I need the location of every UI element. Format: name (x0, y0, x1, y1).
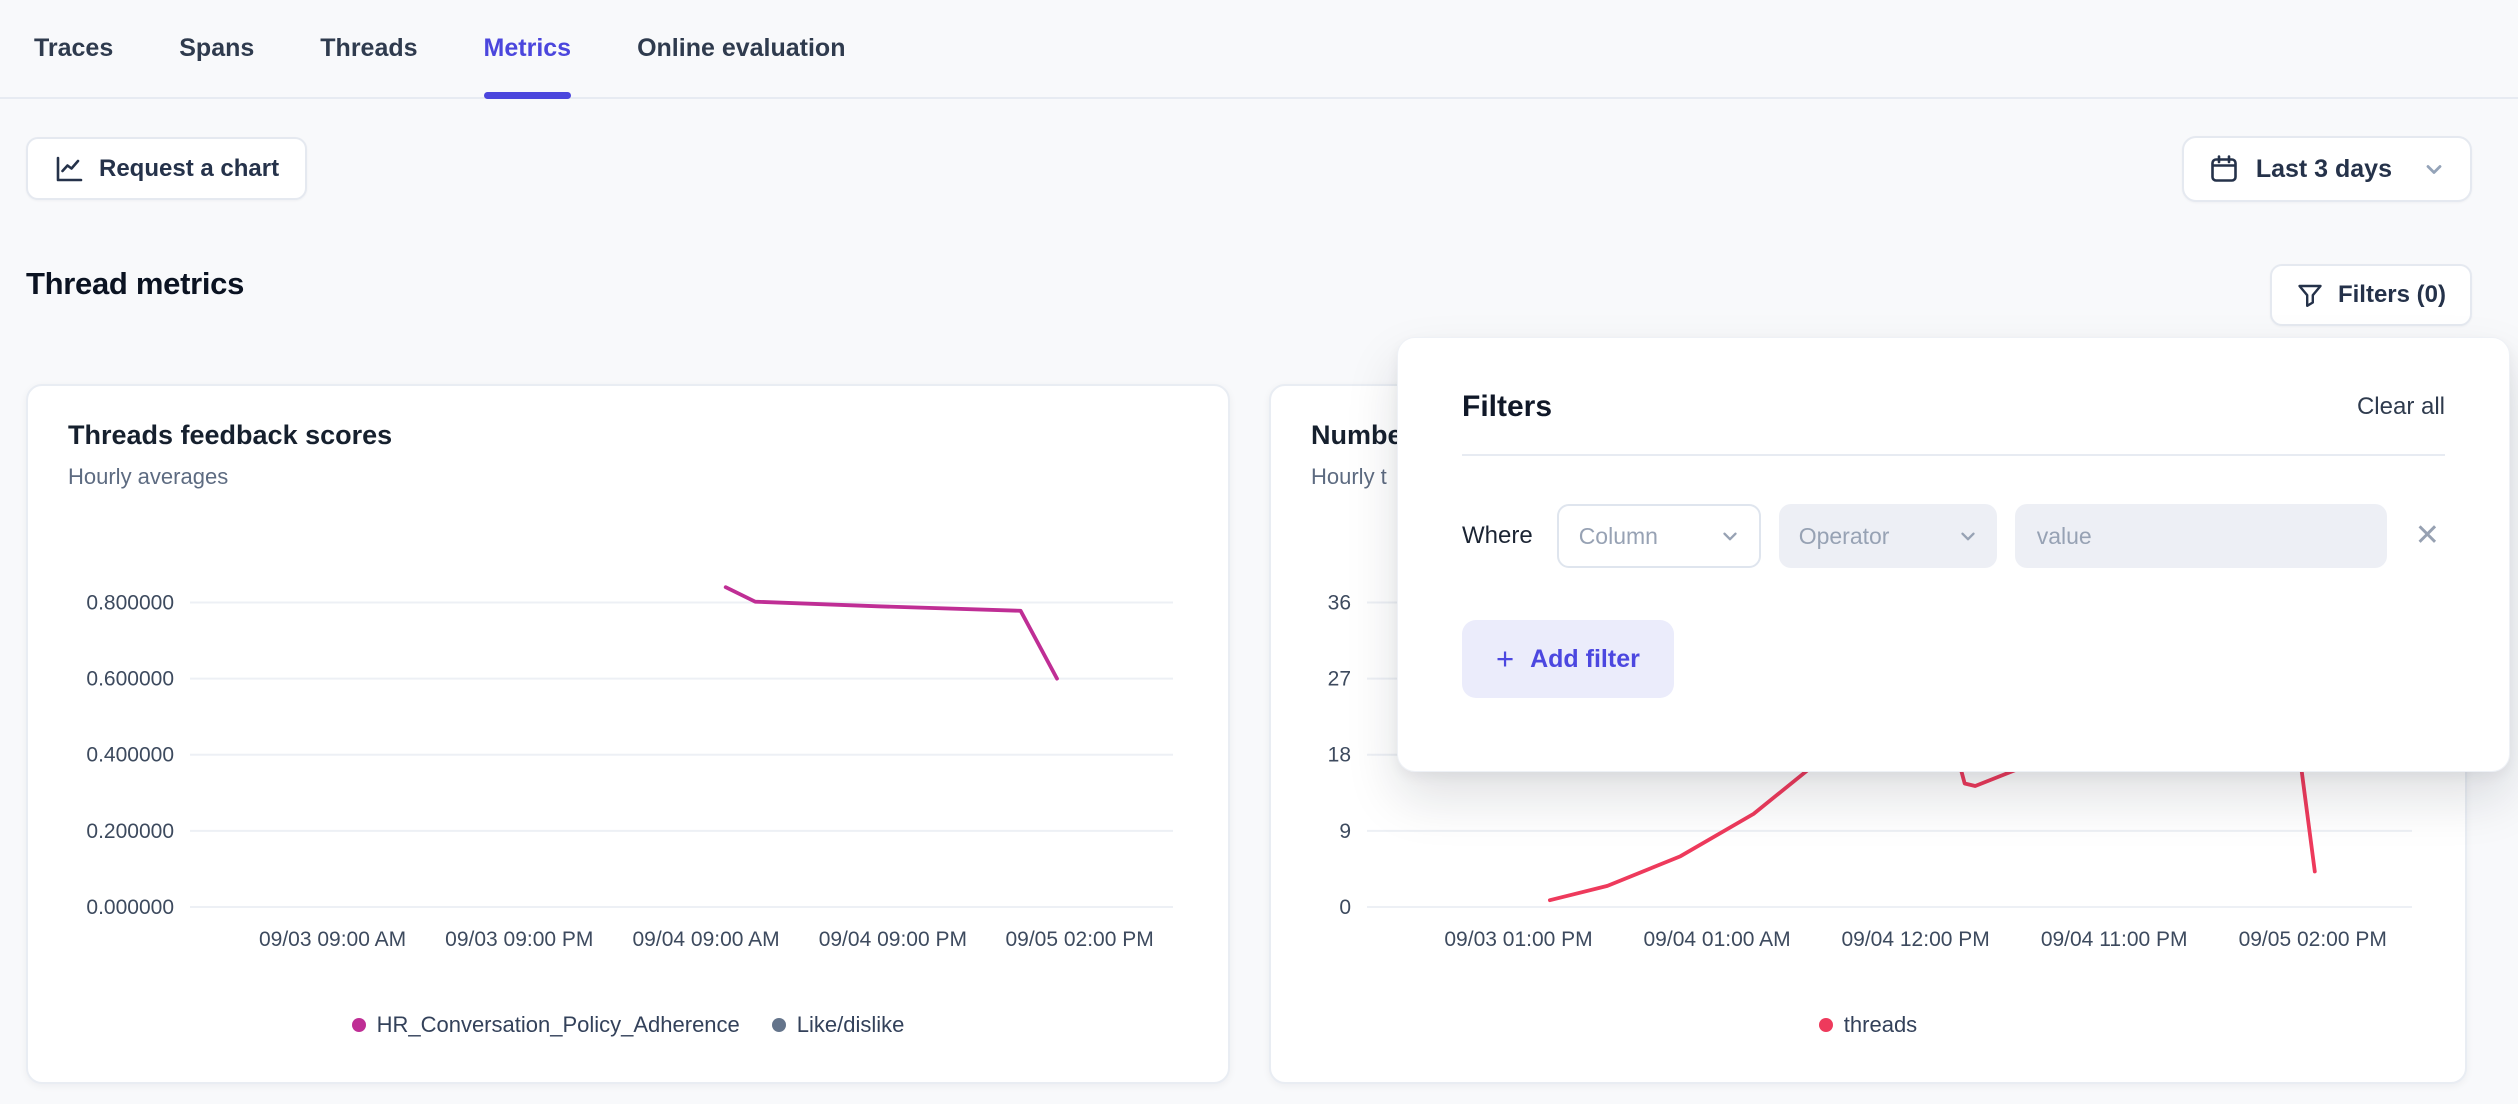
funnel-icon (2296, 281, 2324, 309)
column-select-placeholder: Column (1578, 522, 1658, 549)
y-tick-label: 36 (1328, 591, 1351, 614)
tab-spans[interactable]: Spans (179, 34, 254, 97)
series-label: HR_Conversation_Policy_Adherence (376, 1012, 740, 1037)
y-tick-label: 0.400000 (86, 744, 174, 767)
y-tick-label: 0.800000 (86, 591, 174, 614)
legend-item[interactable]: threads (1818, 1012, 1918, 1038)
divider (1462, 454, 2445, 456)
series-dot (351, 1018, 366, 1032)
y-tick-label: 9 (1339, 820, 1351, 843)
y-tick-label: 18 (1328, 744, 1351, 767)
tab-online-evaluation-label: Online evaluation (637, 34, 846, 62)
y-tick-label: 0.600000 (86, 668, 174, 691)
chart-legend: threads (1271, 1012, 2465, 1038)
filters-button[interactable]: Filters (0) (2269, 264, 2472, 326)
series-label: threads (1843, 1012, 1918, 1037)
x-tick-label: 09/03 01:00 PM (1444, 928, 1592, 951)
where-label: Where (1462, 522, 1533, 549)
filters-button-label: Filters (0) (2337, 281, 2446, 308)
request-chart-label: Request a chart (99, 154, 280, 182)
series-dot (771, 1018, 786, 1032)
tab-threads-label: Threads (320, 34, 418, 62)
chevron-down-icon (1719, 525, 1741, 547)
tab-spans-label: Spans (179, 34, 255, 62)
x-tick-label: 09/04 12:00 PM (1841, 928, 1989, 951)
filters-popover-header: Filters Clear all (1462, 390, 2445, 424)
top-tab-bar: Traces Spans Threads Metrics Online eval… (0, 0, 2518, 99)
chart-subtitle: Hourly t (1311, 464, 1387, 489)
date-range-button[interactable]: Last 3 days (2181, 136, 2472, 202)
tab-threads[interactable]: Threads (320, 34, 417, 97)
tab-metrics-label: Metrics (483, 34, 572, 62)
x-tick-label: 09/04 09:00 PM (819, 928, 967, 951)
x-tick-label: 09/05 02:00 PM (1005, 928, 1153, 951)
add-filter-label: Add filter (1530, 644, 1640, 673)
x-tick-label: 09/04 11:00 PM (2041, 928, 2188, 951)
y-tick-label: 0.200000 (86, 820, 174, 843)
column-select[interactable]: Column (1556, 504, 1761, 568)
filters-popover-title: Filters (1462, 390, 1553, 423)
tab-online-evaluation[interactable]: Online evaluation (637, 34, 845, 97)
x-tick-label: 09/03 09:00 AM (259, 928, 406, 951)
chart-title: Threads feedback scores (68, 420, 393, 450)
chart-legend: HR_Conversation_Policy_Adherence Like/di… (28, 1012, 1228, 1038)
date-range-label: Last 3 days (2255, 154, 2392, 183)
y-tick-label: 27 (1328, 668, 1351, 691)
series-label: Like/dislike (796, 1012, 905, 1037)
add-filter-button[interactable]: + Add filter (1462, 620, 1674, 698)
chevron-down-icon (1957, 525, 1979, 547)
operator-select[interactable]: Operator (1778, 504, 1997, 568)
chevron-down-icon (2422, 157, 2446, 181)
feedback-scores-card: Threads feedback scores Hourly averages … (26, 384, 1230, 1084)
tab-metrics[interactable]: Metrics (483, 34, 572, 99)
tab-traces-label: Traces (34, 34, 114, 62)
legend-item[interactable]: Like/dislike (771, 1012, 905, 1038)
request-chart-button[interactable]: Request a chart (26, 137, 308, 200)
legend-item[interactable]: HR_Conversation_Policy_Adherence (351, 1012, 740, 1038)
series-dot (1818, 1018, 1833, 1032)
x-tick-label: 09/04 09:00 AM (633, 928, 780, 951)
series-line-HR_Conversation_Policy_Adherence (723, 585, 1059, 681)
feedback-scores-chart: 0.000000 0.200000 0.400000 0.600000 0.800000… (68, 566, 1192, 966)
chart-subtitle: Hourly averages (68, 464, 229, 489)
x-tick-label: 09/04 01:00 AM (1644, 928, 1791, 951)
page-title: Thread metrics (26, 266, 245, 301)
clear-all-button[interactable]: Clear all (2356, 393, 2445, 420)
filter-row: Where Column Operator ✕ (1462, 504, 2445, 568)
x-tick-label: 09/03 09:00 PM (445, 928, 593, 951)
y-tick-label: 0.000000 (86, 896, 174, 919)
tab-traces[interactable]: Traces (34, 34, 113, 97)
calendar-icon (2208, 153, 2240, 185)
line-chart-icon (54, 154, 84, 184)
operator-select-placeholder: Operator (1798, 522, 1890, 549)
active-tab-underline (483, 92, 572, 99)
filters-popover: Filters Clear all Where Column Operator … (1397, 337, 2510, 772)
plus-icon: + (1496, 641, 1515, 676)
x-tick-label: 09/05 02:00 PM (2239, 928, 2387, 951)
filter-value-input[interactable] (2014, 504, 2387, 568)
remove-filter-icon[interactable]: ✕ (2414, 519, 2440, 552)
chart-title: Numbe (1311, 420, 1403, 450)
y-tick-label: 0 (1339, 896, 1351, 919)
